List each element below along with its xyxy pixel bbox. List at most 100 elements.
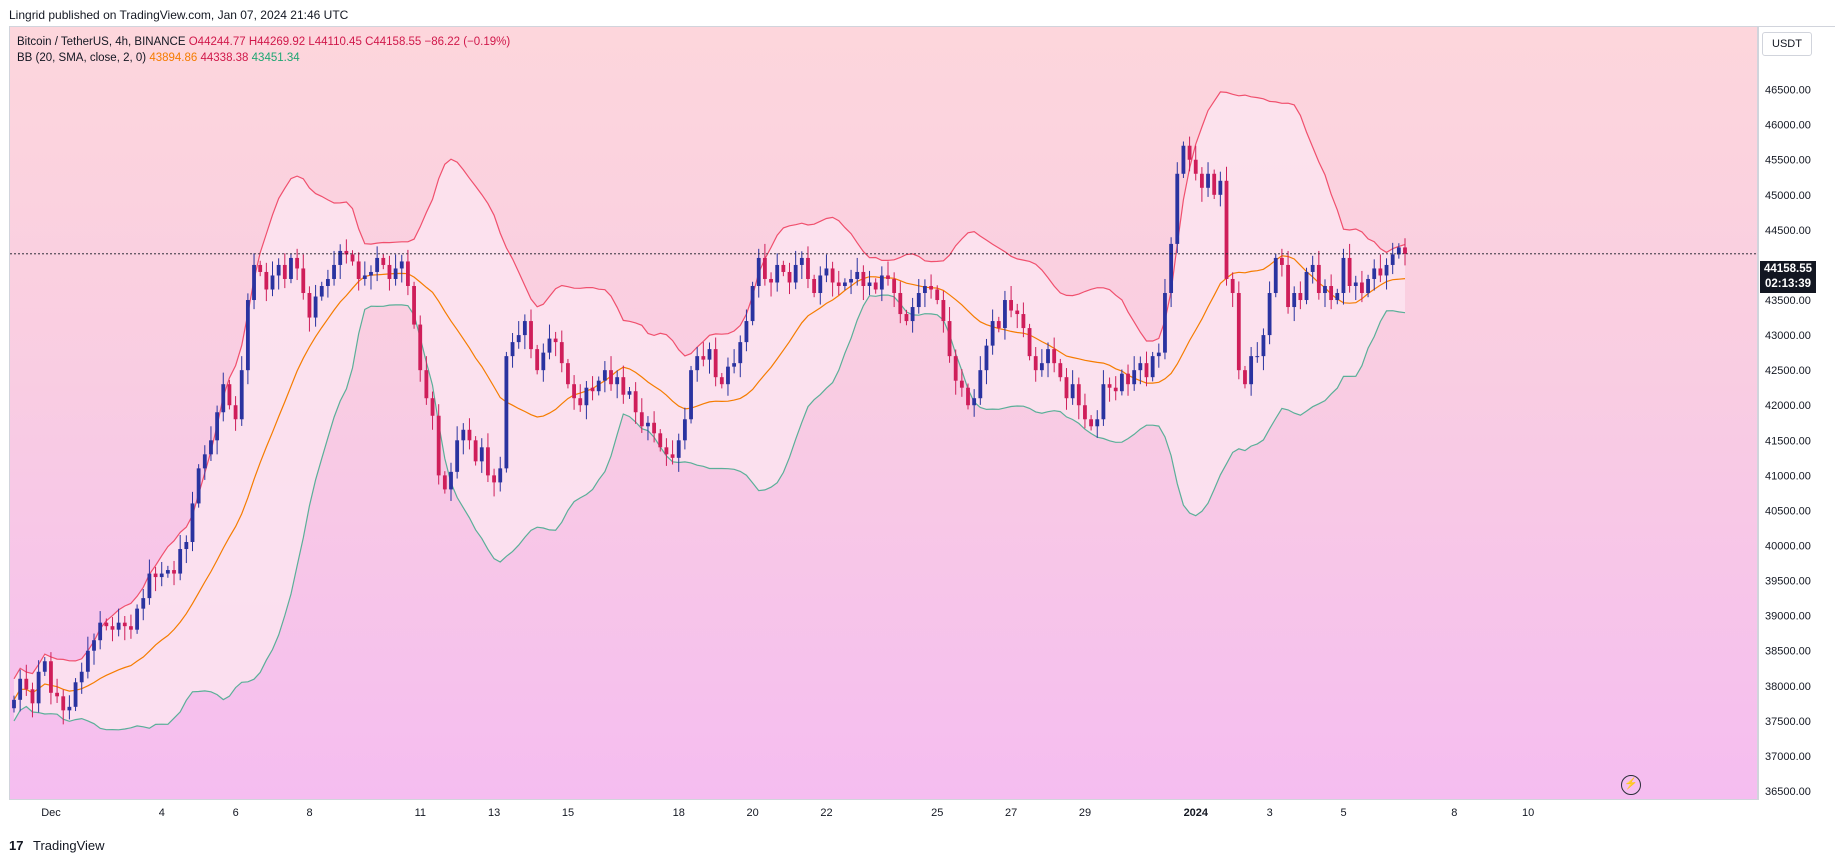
- current-price-tag: 44158.55 02:13:39: [1760, 261, 1816, 293]
- lightning-bolt-icon[interactable]: ⚡: [1621, 775, 1641, 795]
- candle-body: [1033, 356, 1038, 371]
- candle-body: [1113, 387, 1118, 392]
- candle-body: [713, 349, 718, 378]
- candle-body: [726, 366, 730, 385]
- currency-button[interactable]: USDT: [1762, 32, 1812, 56]
- candle-body: [98, 622, 103, 641]
- candle-body: [799, 257, 804, 265]
- candle-body: [689, 370, 693, 420]
- candle-body: [510, 342, 515, 357]
- candle-body: [1150, 356, 1155, 378]
- candle-body: [184, 542, 189, 550]
- candle-body: [904, 314, 909, 322]
- price-tick-label: 37000.00: [1765, 751, 1811, 763]
- candle-body: [1384, 264, 1389, 276]
- candle-body: [849, 278, 853, 283]
- candle-body: [695, 356, 700, 371]
- price-tick-label: 42000.00: [1765, 400, 1811, 412]
- candle-body: [836, 282, 841, 286]
- candle-body: [393, 268, 398, 279]
- candle-body: [1224, 180, 1229, 279]
- time-tick-label: 29: [1079, 807, 1091, 819]
- candle-body: [30, 689, 35, 704]
- chart-svg[interactable]: [10, 27, 1758, 800]
- legend-bb-upper: 44338.38: [200, 52, 249, 64]
- candle-body: [879, 275, 884, 290]
- candle-body: [1083, 405, 1087, 420]
- candle-body: [245, 300, 250, 371]
- candle-body: [818, 275, 823, 294]
- candle-body: [898, 293, 903, 315]
- candle-body: [1199, 173, 1204, 188]
- candle-body: [196, 468, 201, 504]
- candle-body: [455, 440, 460, 472]
- chart-pane[interactable]: [9, 26, 1758, 800]
- candle-body: [1003, 300, 1007, 329]
- candle-body: [910, 307, 915, 322]
- candle-body: [381, 257, 386, 265]
- candle-body: [289, 257, 293, 279]
- candle-body: [652, 422, 657, 434]
- candle-body: [418, 324, 423, 371]
- candle-body: [676, 440, 681, 458]
- candle-body: [929, 285, 933, 290]
- legend-symbol[interactable]: Bitcoin / TetherUS, 4h, BINANCE: [17, 36, 186, 48]
- candle-body: [787, 271, 792, 283]
- candle-body: [276, 264, 281, 276]
- candle-body: [584, 387, 589, 406]
- time-tick-label: 11: [415, 807, 426, 819]
- chart-legend: Bitcoin / TetherUS, 4h, BINANCE O44244.7…: [17, 34, 510, 66]
- candle-body: [1316, 264, 1321, 294]
- candle-body: [972, 398, 977, 406]
- candle-body: [467, 429, 472, 441]
- candle-body: [202, 454, 207, 469]
- footer-brand[interactable]: TradingView: [33, 838, 105, 853]
- candle-body: [1163, 293, 1167, 353]
- time-tick-label: 8: [1451, 807, 1457, 819]
- candle-body: [319, 285, 324, 297]
- candle-body: [996, 321, 1001, 329]
- price-tick-label: 43500.00: [1765, 295, 1811, 307]
- time-tick-label: 15: [562, 807, 574, 819]
- candle-body: [122, 622, 127, 627]
- candle-body: [516, 335, 521, 343]
- candle-body: [436, 415, 441, 476]
- time-axis[interactable]: Dec 4 6 8 11 13 15 18 20 22 25 27 29 2024 3 5 8 10: [9, 800, 1758, 826]
- candle-body: [172, 570, 176, 574]
- candle-body: [572, 384, 577, 399]
- candle-body: [227, 384, 232, 406]
- candle-body: [1181, 145, 1186, 174]
- candle-body: [1119, 373, 1124, 392]
- time-tick-label: 18: [673, 807, 685, 819]
- candle-body: [473, 440, 478, 462]
- candle-body: [258, 264, 263, 272]
- candle-body: [264, 271, 269, 290]
- candle-body: [350, 254, 355, 262]
- candle-body: [867, 282, 872, 286]
- candle-body: [239, 370, 244, 420]
- candle-body: [79, 671, 84, 683]
- candle-body: [1187, 145, 1192, 160]
- bollinger-basis-line: [13, 255, 1406, 701]
- candle-body: [1286, 264, 1290, 308]
- candle-body: [165, 570, 170, 574]
- candle-body: [547, 338, 552, 353]
- price-tick-label: 46000.00: [1765, 120, 1811, 132]
- candle-body: [596, 380, 601, 392]
- candle-body: [430, 398, 435, 416]
- tradingview-logo-icon[interactable]: 17: [9, 838, 24, 853]
- candle-body: [953, 356, 958, 381]
- candle-body: [270, 275, 275, 290]
- price-axis[interactable]: 36500.00 37000.00 37500.00 38000.00 38500.00…: [1758, 26, 1835, 800]
- candle-body: [1169, 243, 1174, 294]
- candle-body: [719, 377, 724, 385]
- legend-bb-label[interactable]: BB (20, SMA, close, 2, 0): [17, 52, 147, 64]
- time-tick-label: 2024: [1184, 807, 1209, 819]
- candle-body: [1126, 373, 1130, 385]
- candle-body: [221, 384, 226, 413]
- time-tick-label: 5: [1340, 807, 1346, 819]
- price-tick-label: 36500.00: [1765, 786, 1811, 798]
- top-bar: Lingrid published on TradingView.com, Ja…: [0, 0, 1835, 26]
- candle-body: [886, 275, 890, 279]
- candle-body: [406, 261, 410, 286]
